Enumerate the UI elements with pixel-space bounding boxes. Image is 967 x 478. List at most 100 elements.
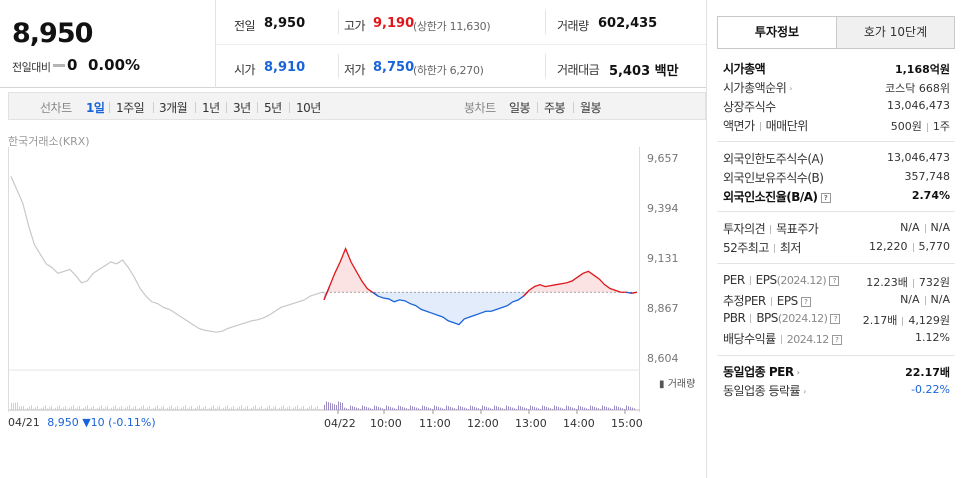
volume-bar	[29, 406, 30, 410]
volume-bar	[590, 405, 591, 410]
divider	[759, 122, 761, 131]
help-icon[interactable]: ?	[831, 334, 842, 345]
volume-bar	[552, 409, 553, 410]
volume-bar	[350, 405, 351, 410]
est-per-eps-value: N/A N/A	[900, 293, 950, 306]
quote-col-divider	[338, 10, 339, 34]
high-label: 고가	[344, 19, 366, 33]
volume-bar	[420, 409, 421, 410]
volume-bar	[277, 409, 278, 410]
high-value: 9,190	[373, 16, 415, 31]
foreign-hold-value: 357,748	[904, 170, 951, 183]
foreign-rate-value: 2.74%	[911, 189, 950, 202]
unit-value: 1주	[932, 120, 950, 133]
exchange-label: 한국거래소(KRX)	[8, 135, 90, 148]
volume-bar	[251, 407, 252, 410]
volume-bar	[207, 409, 208, 410]
change-rate: 0.00%	[88, 56, 141, 74]
est-per-eps-label: 추정PER EPS?	[723, 292, 811, 309]
volume-bar	[201, 408, 202, 410]
volume-bar	[153, 407, 154, 410]
tab-invest-info[interactable]: 투자정보	[718, 17, 837, 48]
volume-bar	[237, 407, 238, 410]
period-5y[interactable]: 5년	[264, 101, 282, 115]
help-icon[interactable]: ?	[829, 275, 840, 286]
divider	[780, 335, 782, 344]
listed-shares-label: 상장주식수	[723, 100, 776, 114]
volume-bar	[530, 405, 531, 410]
volume-bar	[165, 409, 166, 410]
volume-bar	[486, 406, 487, 410]
candle-weekly[interactable]: 주봉	[544, 101, 566, 115]
quote-col-divider	[338, 54, 339, 78]
volume-bar	[620, 407, 621, 410]
volume-bar	[632, 407, 633, 410]
opinion-label: 투자의견	[723, 222, 766, 236]
volume-bar	[133, 407, 134, 410]
volume-bar	[217, 407, 218, 410]
volume-bar	[432, 409, 433, 410]
volume-bar	[267, 406, 268, 410]
volume-bar	[498, 406, 499, 410]
volume-bar	[454, 408, 455, 410]
volume-bar	[484, 406, 485, 410]
volume-bar	[604, 406, 605, 410]
volume-bar	[522, 406, 523, 410]
volume-bar	[490, 408, 491, 410]
volume-bar	[452, 407, 453, 410]
volume-bar	[219, 406, 220, 410]
period-3m[interactable]: 3개월	[159, 101, 188, 115]
price-chart[interactable]: 9,657 9,394 9,131 8,867 8,604 04/22 10:00 11:00…	[0, 0, 706, 478]
volume-bar	[183, 406, 184, 410]
volume-bar	[368, 407, 369, 410]
period-1w[interactable]: 1주일	[116, 101, 145, 115]
help-icon[interactable]: ?	[820, 192, 831, 203]
candle-monthly[interactable]: 월봉	[580, 101, 602, 115]
line-chart-label: 선차트	[40, 101, 72, 115]
period-3y[interactable]: 3년	[233, 101, 251, 115]
foreign-rate-label: 외국인소진율(B/A)?	[723, 188, 831, 205]
volume-bar	[334, 404, 335, 410]
volume-bar	[336, 405, 337, 410]
volume-bar	[59, 405, 60, 410]
lower-limit: (하한가 6,270)	[413, 64, 484, 77]
volume-bar	[398, 405, 399, 410]
volume-bar	[630, 406, 631, 410]
market-rank-label[interactable]: 시가총액순위 ›	[723, 79, 792, 96]
volume-bar	[163, 406, 164, 410]
period-10y[interactable]: 10년	[296, 101, 321, 115]
period-1y[interactable]: 1년	[202, 101, 220, 115]
candle-daily[interactable]: 일봉	[509, 101, 531, 115]
volume-bar	[628, 406, 629, 410]
volume-bar	[526, 408, 527, 410]
foreign-hold-label: 외국인보유주식수(B)	[723, 171, 824, 185]
help-icon[interactable]: ?	[800, 296, 811, 307]
volume-bar	[596, 407, 597, 410]
volume-bar	[127, 406, 128, 410]
volume-bar	[392, 407, 393, 410]
current-price: 8,950	[12, 18, 93, 49]
per-label: PER	[723, 273, 745, 287]
volume-bar	[151, 409, 152, 410]
volume-bar	[155, 406, 156, 410]
volume-bar	[376, 406, 377, 410]
volume-bar	[289, 406, 290, 410]
volume-bar	[560, 407, 561, 410]
tab-orderbook[interactable]: 호가 10단계	[837, 17, 954, 48]
volume-bar	[281, 406, 282, 410]
volume-bar	[101, 405, 102, 410]
volume-bar	[332, 403, 333, 410]
volume-bar	[23, 406, 24, 410]
volume-bar	[422, 405, 423, 410]
volume-bar	[193, 409, 194, 410]
volume-bar	[374, 405, 375, 410]
volume-bar	[356, 407, 357, 410]
x-tick-label: 13:00	[515, 417, 547, 430]
volume-bar	[131, 408, 132, 410]
volume-bar	[255, 405, 256, 410]
sector-change-label[interactable]: 동일업종 등락률 ›	[723, 382, 806, 399]
volume-bar	[119, 407, 120, 410]
help-icon[interactable]: ?	[830, 313, 841, 324]
sector-per-label[interactable]: 동일업종 PER ›	[723, 363, 800, 380]
period-1d[interactable]: 1일	[86, 101, 105, 115]
